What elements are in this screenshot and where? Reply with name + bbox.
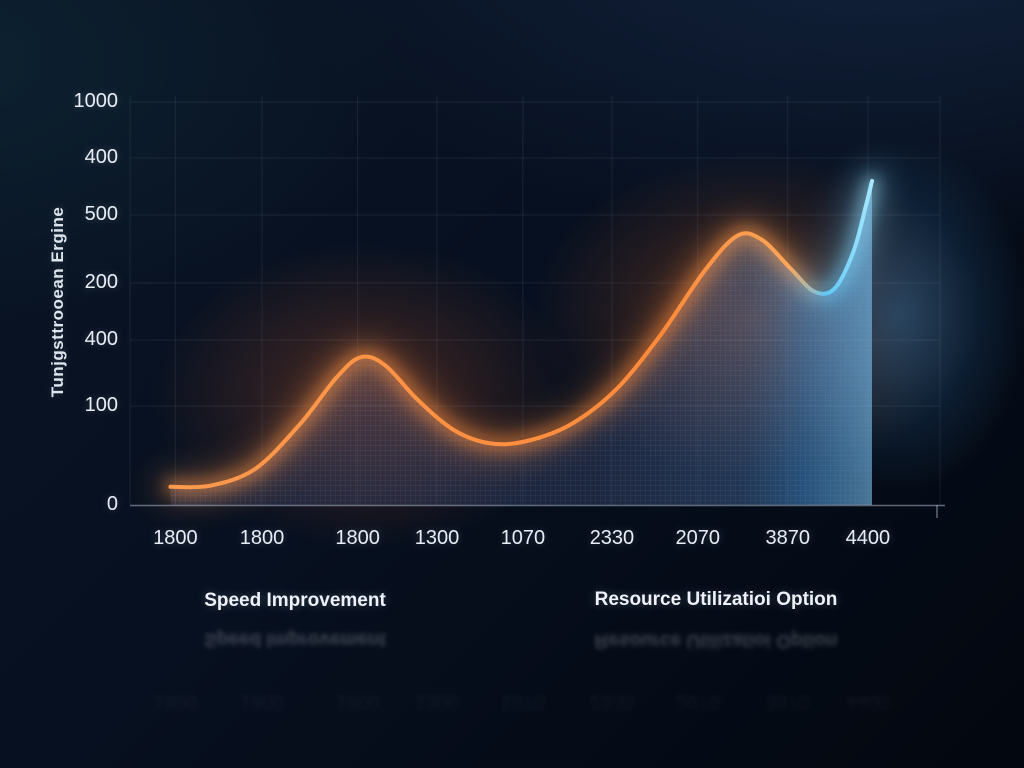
x-tick-label: 3870 [765, 691, 810, 713]
x-axis-label-speed-improvement: Speed Improvement [204, 590, 386, 611]
x-tick-label: 1070 [500, 691, 546, 713]
series-area-texture [170, 181, 872, 505]
x-tick-label: 1800 [335, 527, 380, 549]
x-tick-label: 2330 [589, 691, 635, 713]
y-tick-label: 500 [84, 203, 118, 226]
y-tick-label: 0 [106, 493, 118, 515]
y-tick-label: 400 [84, 145, 118, 168]
x-tick-label: 1800 [153, 691, 198, 713]
series-area-texture [170, 735, 872, 768]
x-tick-label: 1800 [153, 527, 198, 549]
x-tick-label: 1800 [239, 691, 285, 713]
chart-plot [129, 722, 945, 768]
chart-plot [129, 96, 945, 518]
floor-reflection: Tunjgsttrooean Ergine 100040050020040010… [0, 620, 1024, 768]
x-tick-label: 1300 [414, 527, 460, 549]
y-tick-label: 100 [84, 394, 118, 417]
chart-reflection-clone: Tunjgsttrooean Ergine 100040050020040010… [0, 620, 1024, 768]
x-tick-label: 1070 [500, 527, 546, 549]
x-tick-label: 1300 [414, 691, 460, 713]
y-tick-label: 400 [84, 328, 118, 351]
x-tick-label: 2070 [675, 527, 721, 549]
y-tick-label: 1000 [73, 90, 119, 113]
x-tick-label: 1800 [239, 527, 285, 549]
series-line [168, 179, 874, 490]
x-axis-label-resource-utilization: Resource Utilizatioi Option [594, 630, 838, 651]
y-tick-label: 200 [84, 271, 118, 294]
x-axis-label-speed-improvement: Speed Improvement [204, 629, 386, 650]
x-tick-label: 4400 [845, 691, 891, 713]
chart-layer: Tunjgsttrooean Ergine 1000 400 500 200 400 10… [48, 90, 945, 611]
x-tick-label: 4400 [845, 527, 891, 549]
y-axis-title: Tunjgsttrooean Ergine [48, 206, 67, 398]
x-tick-label: 3870 [765, 527, 810, 549]
x-tick-label: 2070 [675, 691, 721, 713]
x-tick-label: 1800 [335, 691, 380, 713]
x-axis-label-resource-utilization: Resource Utilizatioi Option [594, 589, 838, 610]
x-tick-label: 2330 [589, 527, 635, 549]
y-tick-label: 0 [106, 725, 118, 747]
